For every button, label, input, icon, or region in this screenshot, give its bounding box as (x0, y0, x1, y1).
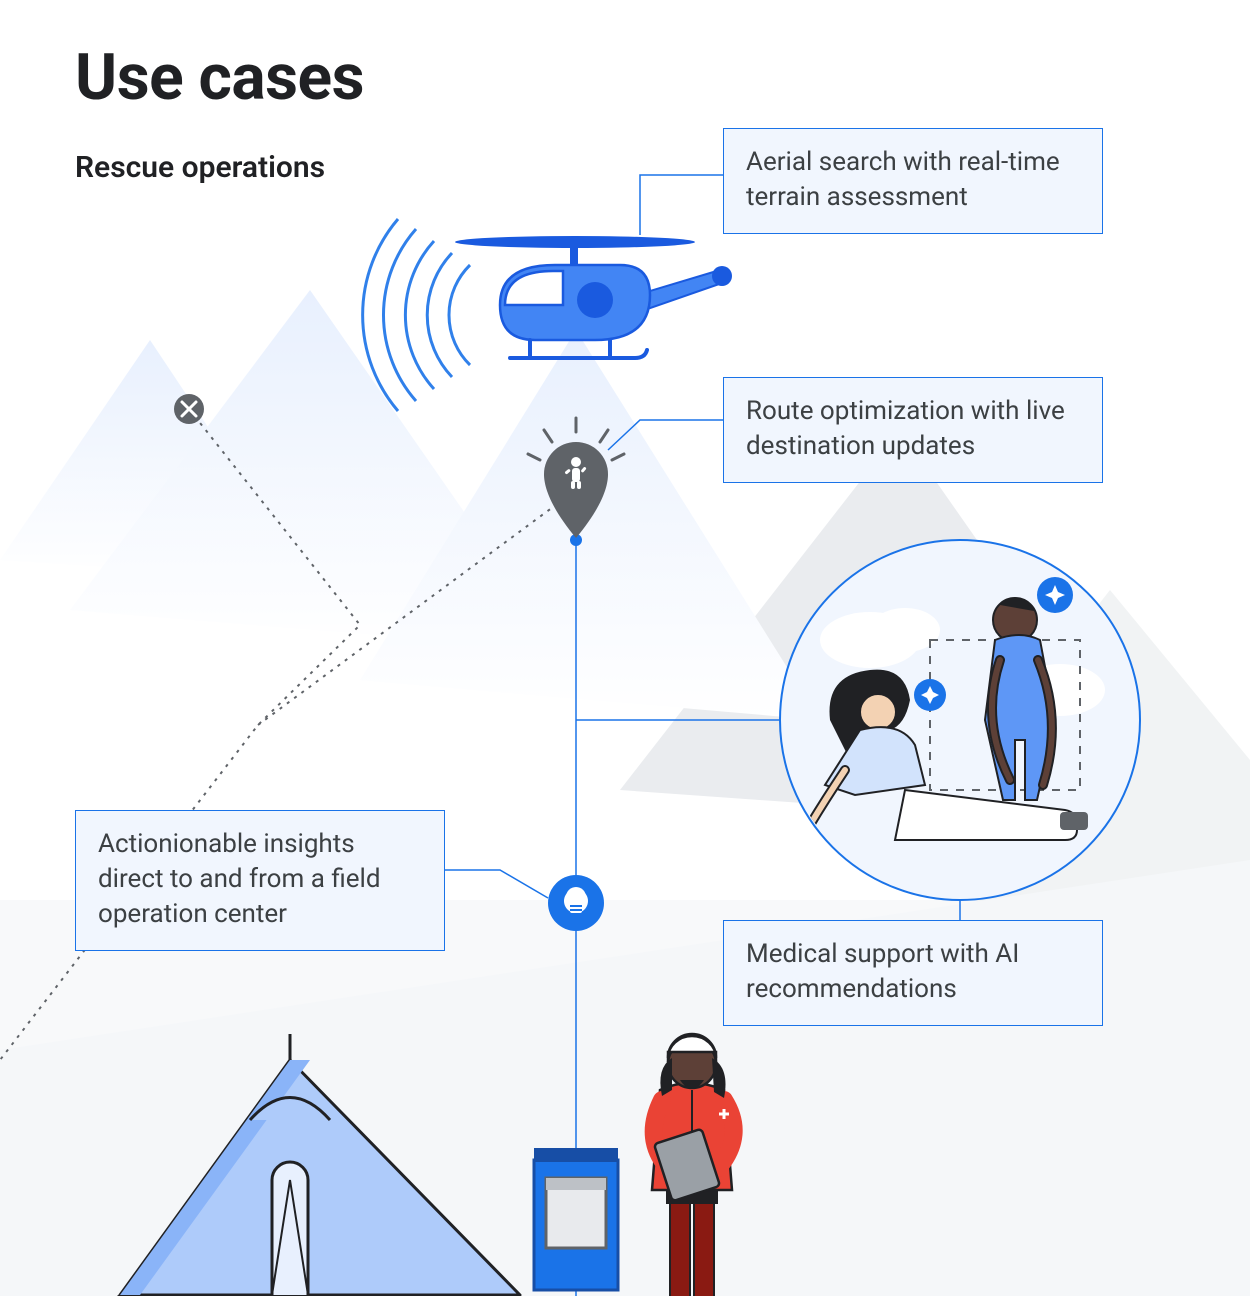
callout-medical: Medical support with AI recommendations (723, 920, 1103, 1026)
page-title: Use cases (75, 40, 364, 115)
field-console-icon (534, 1148, 618, 1290)
callout-aerial: Aerial search with real-time terrain ass… (723, 128, 1103, 234)
lightbulb-node-icon (548, 875, 604, 931)
page-subtitle: Rescue operations (75, 150, 325, 185)
medical-illustration (780, 540, 1140, 900)
infographic-canvas: Use cases Rescue operations Aerial searc… (0, 0, 1250, 1296)
x-marker-icon (174, 394, 204, 424)
callout-route: Route optimization with live destination… (723, 377, 1103, 483)
callout-insights: Actionionable insights direct to and fro… (75, 810, 445, 951)
